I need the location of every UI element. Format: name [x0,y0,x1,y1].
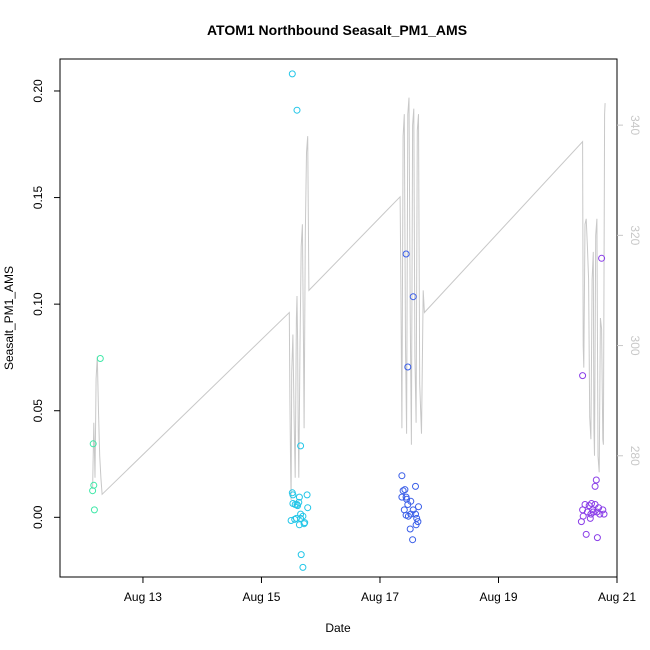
data-point-s2-18 [412,510,419,518]
y-tick-label-4: 0.20 [31,79,45,103]
data-point-s2-3 [398,472,406,480]
data-point-s3-0 [579,372,587,380]
y-tick-label-0: 0.00 [31,505,45,529]
data-point-s3-22 [593,534,601,542]
y2-tick-label-2: 320 [628,225,642,245]
x-tick-label-4: Aug 21 [598,590,636,604]
x-tick-label-2: Aug 17 [361,590,399,604]
data-point-s2-22 [406,525,414,533]
data-point-s3-3 [591,482,599,490]
data-point-s2-12 [415,503,422,511]
data-point-s3-20 [589,508,597,516]
y2-tick-label-3: 340 [628,115,642,135]
data-point-s1-9 [303,491,311,499]
secondary-line-layer [92,97,606,500]
data-point-s1-14 [297,510,305,518]
data-point-s1-1 [293,106,301,114]
data-point-s2-7 [412,482,419,490]
data-point-s1-4 [289,491,297,499]
data-point-s1-23 [299,563,307,571]
y-tick-label-1: 0.05 [31,399,45,423]
data-point-s3-7 [588,500,595,507]
data-point-s1-8 [295,493,303,501]
y-axis-label: Seasalt_PM1_AMS [2,266,16,370]
y2-tick-label-0: 280 [628,446,642,466]
data-point-s1-21 [300,520,308,528]
chart-title: ATOM1 Northbound Seasalt_PM1_AMS [207,22,467,38]
data-point-s3-21 [582,530,590,538]
data-point-s2-23 [409,536,417,544]
x-tick-label-1: Aug 15 [242,590,280,604]
data-point-s3-1 [598,254,606,262]
y-tick-label-3: 0.15 [31,186,45,210]
data-point-s3-5 [581,501,589,508]
data-point-s1-22 [297,551,305,559]
secondary-series-line [92,97,606,500]
data-point-s3-9 [595,504,603,512]
data-point-s2-11 [404,501,412,508]
data-point-s2-10 [403,495,411,503]
data-point-s3-15 [596,510,604,518]
data-point-s0-0 [89,440,97,448]
y2-axis: 280 300 320 340 [617,115,642,466]
data-point-s0-2 [89,487,97,495]
data-point-s2-17 [407,510,415,518]
data-point-s3-19 [577,518,585,526]
data-point-s0-4 [96,355,104,362]
data-point-s1-7 [295,498,303,506]
data-point-s2-4 [401,486,409,494]
x-axis: Aug 13 Aug 15 Aug 17 Aug 19 Aug 21 [124,577,636,604]
data-point-s3-16 [600,510,608,518]
data-point-s1-11 [294,502,302,510]
data-point-s1-12 [304,504,312,512]
plot-frame [59,58,618,578]
x-tick-label-3: Aug 19 [479,590,517,604]
x-axis-label: Date [325,621,351,635]
points-layer [89,70,608,571]
data-point-s2-21 [412,521,420,529]
data-point-s3-2 [592,476,600,484]
data-point-s2-0 [402,250,410,258]
y-axis: 0.00 0.05 0.10 0.15 0.20 [31,79,60,529]
data-point-s1-2 [297,442,305,450]
x-tick-label-0: Aug 13 [124,590,162,604]
data-point-s1-0 [288,70,296,78]
data-point-s1-19 [292,514,300,522]
data-point-s1-20 [297,514,305,522]
data-point-s2-1 [409,293,417,301]
y2-tick-label-1: 300 [628,336,642,356]
data-point-s3-18 [586,514,594,522]
data-point-s2-2 [404,363,412,371]
data-point-s1-13 [299,512,307,520]
y-tick-label-2: 0.10 [31,292,45,316]
data-point-s0-3 [90,506,98,514]
data-point-s2-5 [399,487,407,495]
